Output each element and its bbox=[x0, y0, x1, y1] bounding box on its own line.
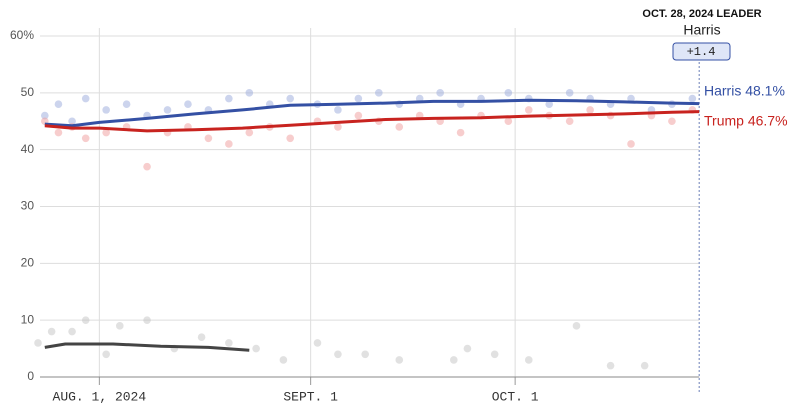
poll-dot bbox=[627, 94, 635, 103]
poll-dot bbox=[54, 128, 63, 137]
poll-dot bbox=[449, 356, 458, 364]
poll-dot bbox=[225, 140, 233, 148]
poll-dot bbox=[81, 134, 90, 143]
poll-dot bbox=[545, 100, 554, 108]
poll-dot bbox=[504, 89, 513, 97]
trend-line bbox=[44, 342, 250, 352]
end-label: Harris 48.1% bbox=[704, 82, 785, 98]
x-tick-label: AUG. 1, 2024 bbox=[53, 389, 147, 404]
poll-dot bbox=[395, 123, 404, 131]
poll-dot bbox=[565, 117, 574, 126]
poll-dot bbox=[47, 327, 56, 336]
poll-dot bbox=[245, 128, 254, 137]
poll-dot bbox=[354, 111, 363, 120]
poll-dot bbox=[68, 327, 76, 336]
y-tick-label: 20 bbox=[21, 256, 35, 270]
poll-dot bbox=[279, 356, 288, 364]
poll-dot bbox=[354, 94, 363, 103]
poll-dot bbox=[334, 350, 342, 359]
y-tick-label: 40 bbox=[21, 142, 35, 156]
poll-dot bbox=[565, 89, 574, 97]
leader-badge bbox=[672, 42, 731, 61]
leader-title: OCT. 28, 2024 LEADER bbox=[642, 8, 761, 20]
poll-dot bbox=[252, 344, 260, 353]
poll-dot bbox=[688, 94, 697, 103]
poll-dot bbox=[286, 134, 295, 143]
poll-dot bbox=[375, 89, 383, 97]
poll-dot bbox=[586, 106, 594, 114]
poll-dot bbox=[115, 322, 124, 330]
poll-dot bbox=[225, 94, 233, 103]
poll-dot bbox=[395, 356, 404, 364]
poll-dot bbox=[334, 106, 342, 114]
poll-dot bbox=[436, 89, 444, 97]
poll-dot bbox=[143, 162, 151, 171]
poll-dot bbox=[163, 106, 172, 114]
poll-dot bbox=[54, 100, 63, 108]
poll-dot bbox=[184, 100, 192, 108]
poll-dot bbox=[463, 344, 472, 353]
poll-dot bbox=[524, 106, 533, 114]
x-tick-label: OCT. 1 bbox=[492, 389, 539, 404]
poll-dot bbox=[68, 117, 76, 126]
poll-dot bbox=[245, 89, 254, 97]
leader-name: Harris bbox=[683, 22, 720, 38]
poll-dot bbox=[286, 94, 295, 103]
poll-dot bbox=[490, 350, 499, 359]
poll-dot bbox=[102, 350, 110, 359]
trend-line bbox=[44, 110, 700, 133]
poll-dot bbox=[81, 94, 90, 103]
y-tick-label: 50 bbox=[21, 85, 35, 99]
poll-dot bbox=[313, 339, 322, 347]
poll-dot bbox=[606, 361, 615, 370]
x-tick-label: SEPT. 1 bbox=[283, 389, 338, 404]
y-tick-label: 10 bbox=[21, 312, 35, 326]
poll-dot bbox=[456, 128, 465, 137]
poll-dot bbox=[81, 316, 90, 324]
y-tick-label: 30 bbox=[21, 199, 35, 213]
poll-dot bbox=[524, 356, 533, 364]
leader-margin: +1.4 bbox=[687, 45, 716, 59]
poll-dot bbox=[197, 333, 206, 342]
poll-dot bbox=[41, 111, 49, 120]
trend-line bbox=[44, 98, 700, 128]
poll-dot bbox=[334, 123, 342, 131]
poll-dot bbox=[34, 339, 42, 347]
poll-dot bbox=[668, 117, 676, 126]
y-tick-label: 60% bbox=[10, 28, 34, 42]
poll-dot bbox=[361, 350, 369, 359]
poll-dot bbox=[225, 339, 233, 347]
poll-dot bbox=[504, 117, 513, 126]
poll-dot bbox=[640, 361, 649, 370]
poll-dot bbox=[102, 106, 110, 114]
y-tick-label: 0 bbox=[27, 369, 34, 383]
poll-dot bbox=[102, 128, 110, 137]
poll-dot bbox=[572, 322, 581, 330]
end-label: Trump 46.7% bbox=[704, 112, 788, 128]
poll-dot bbox=[143, 316, 151, 324]
poll-dot bbox=[204, 134, 213, 143]
poll-dot bbox=[122, 100, 131, 108]
poll-dot bbox=[627, 140, 635, 148]
